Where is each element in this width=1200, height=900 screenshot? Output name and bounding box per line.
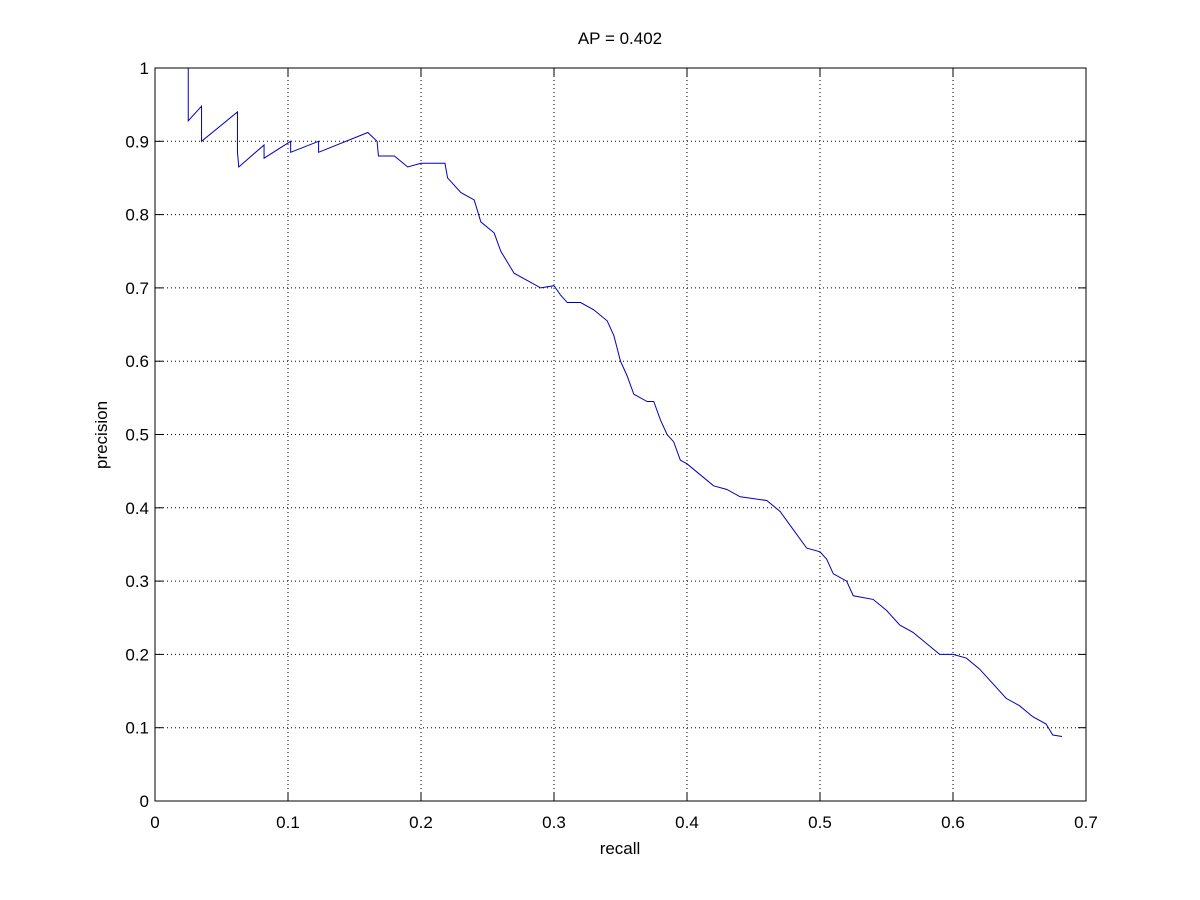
axes-box: [154, 67, 1087, 802]
y-tick-label: 0.5: [125, 426, 149, 445]
x-tick-label: 0.7: [1074, 813, 1098, 832]
y-tick-label: 0.1: [125, 719, 149, 738]
y-tick-label: 1: [140, 59, 149, 78]
x-tick-label: 0.3: [542, 813, 566, 832]
x-tick-label: 0.2: [409, 813, 433, 832]
y-tick-label: 0.7: [125, 279, 149, 298]
y-tick-label: 0.6: [125, 352, 149, 371]
y-tick-label: 0.8: [125, 206, 149, 225]
x-tick-label: 0.1: [276, 813, 300, 832]
y-tick-label: 0.4: [125, 499, 149, 518]
y-axis-label: precision: [92, 401, 111, 469]
x-tick-label: 0.4: [675, 813, 699, 832]
x-tick-label: 0.6: [941, 813, 965, 832]
y-tick-label: 0.9: [125, 132, 149, 151]
x-tick-label: 0: [150, 813, 159, 832]
x-tick-label: 0.5: [808, 813, 832, 832]
chart-title: AP = 0.402: [578, 29, 662, 48]
x-axis-label: recall: [600, 839, 641, 858]
plot-area: [155, 68, 1086, 801]
y-tick-label: 0: [140, 792, 149, 811]
precision-recall-curve: [187, 68, 1063, 737]
y-tick-label: 0.2: [125, 645, 149, 664]
y-tick-label: 0.3: [125, 572, 149, 591]
